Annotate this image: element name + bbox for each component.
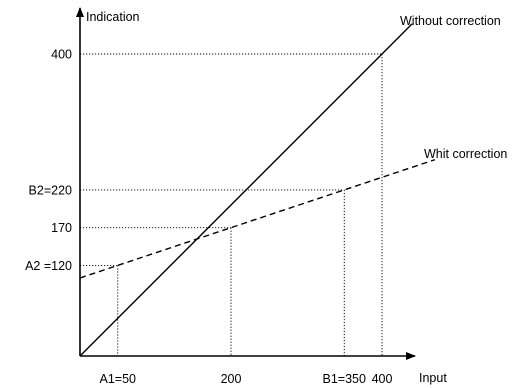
x-tick-label-1: 200 (221, 372, 242, 386)
x-tick-label-0: A1=50 (100, 372, 137, 386)
series-line-0 (79, 23, 413, 357)
series-label-without-correction: Without correction (400, 14, 501, 28)
x-tick-label-3: 400 (372, 372, 393, 386)
guide-lines (80, 53, 383, 356)
series-line-1 (79, 159, 436, 279)
y-axis-label: Indication (86, 10, 140, 24)
series-lines (79, 23, 436, 357)
tick-labels: A1=50 200 B1=350 400 A2 =120 170 B2=220 400 (25, 48, 392, 387)
x-axis-label: Input (419, 371, 447, 385)
y-tick-label-1: 170 (51, 221, 72, 235)
series-label-whit-correction: Whit correction (424, 147, 507, 161)
y-tick-label-3: 400 (51, 48, 72, 62)
y-tick-label-2: B2=220 (29, 183, 72, 197)
axes (76, 7, 416, 360)
y-tick-label-0: A2 =120 (25, 259, 72, 273)
x-tick-label-2: B1=350 (323, 372, 366, 386)
